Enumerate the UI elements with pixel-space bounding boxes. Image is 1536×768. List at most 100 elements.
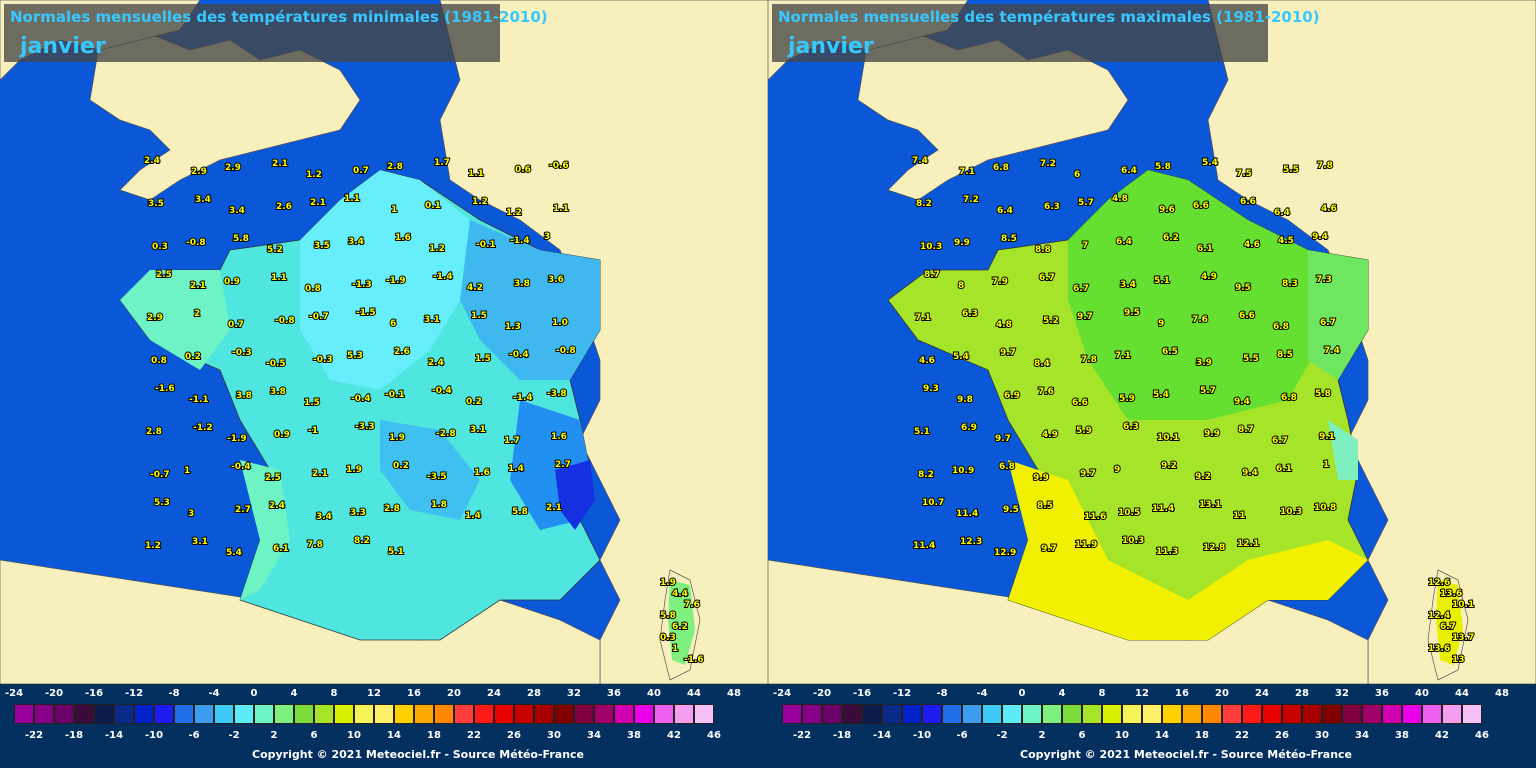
legend-tick-label: 14 — [387, 730, 401, 741]
station-value: 9.7 — [995, 434, 1011, 444]
max-temperature-map-panel: 7.4 7.1 6.8 7.2 6 6.4 5.8 5.4 7.5 5.5 7.8 8.2 7.2 6.4… — [768, 0, 1536, 768]
legend-tick-label: -16 — [852, 688, 872, 699]
legend-swatch — [1382, 704, 1402, 724]
legend-swatches — [782, 704, 1482, 726]
station-value: 8.3 — [1282, 279, 1298, 289]
station-value: 5.4 — [953, 352, 969, 362]
station-value: -1.6 — [155, 384, 175, 394]
station-value: 12.8 — [1203, 543, 1225, 553]
station-value: 1.4 — [508, 464, 524, 474]
station-value: 7.6 — [1038, 387, 1054, 397]
legend-swatch — [134, 704, 154, 724]
legend-bottom-ticks: -22 -18 -14 -10 -6 -2 2 6 10 14 18 22 26 30 34 38 42 46 — [768, 730, 1536, 744]
station-value: 12.3 — [960, 537, 982, 547]
legend-tick-label: -12 — [124, 688, 144, 699]
station-value: 5.2 — [1043, 316, 1059, 326]
station-value: 6.2 — [1163, 233, 1179, 243]
station-value: 7.1 — [1115, 351, 1131, 361]
station-value: 6 — [390, 319, 396, 329]
station-value: 5.1 — [1154, 276, 1170, 286]
station-value: 6.2 — [672, 622, 688, 632]
station-value: 12.6 — [1428, 578, 1450, 588]
station-value: 3.4 — [195, 195, 211, 205]
station-value: 1.8 — [431, 500, 447, 510]
legend-swatch — [54, 704, 74, 724]
station-value: 6.3 — [1044, 202, 1060, 212]
station-value: 1.1 — [344, 194, 360, 204]
station-value: 4.9 — [1201, 272, 1217, 282]
legend-swatch — [254, 704, 274, 724]
station-value: 0.3 — [660, 633, 676, 643]
station-value: 0.3 — [152, 242, 168, 252]
station-value: 7.4 — [912, 156, 928, 166]
station-value: 7.1 — [959, 167, 975, 177]
legend-tick-label: 16 — [1175, 688, 1189, 699]
legend-tick-label: 26 — [507, 730, 521, 741]
station-value: 5.9 — [1076, 426, 1092, 436]
legend-swatch — [1082, 704, 1102, 724]
station-value: 3.4 — [229, 206, 245, 216]
legend-swatch — [674, 704, 694, 724]
legend-tick-label: 34 — [587, 730, 601, 741]
station-value: 8.2 — [918, 470, 934, 480]
legend-tick-label: 46 — [1475, 730, 1489, 741]
station-value: 9.7 — [1041, 544, 1057, 554]
station-value: 5.9 — [1119, 394, 1135, 404]
station-value: 2.8 — [387, 162, 403, 172]
station-value: 7.9 — [992, 277, 1008, 287]
station-value: 6.8 — [1281, 393, 1297, 403]
legend-tick-label: 32 — [567, 688, 581, 699]
station-value: 6.6 — [1193, 201, 1209, 211]
legend-tick-label: -16 — [84, 688, 104, 699]
legend-tick-label: 38 — [627, 730, 641, 741]
station-value: 5.2 — [267, 245, 283, 255]
station-value: -1.9 — [386, 276, 406, 286]
legend-swatch — [1122, 704, 1142, 724]
station-value: 6.8 — [993, 163, 1009, 173]
legend-swatch — [294, 704, 314, 724]
legend-swatch — [614, 704, 634, 724]
legend-tick-label: 8 — [1098, 688, 1106, 699]
legend-swatch — [594, 704, 614, 724]
legend-swatch — [1042, 704, 1062, 724]
station-value: 1.1 — [271, 273, 287, 283]
legend-tick-label: 8 — [330, 688, 338, 699]
station-value: 5.8 — [660, 611, 676, 621]
france-temperature-field — [119, 169, 695, 665]
legend-swatch — [514, 704, 534, 724]
station-value: 6.8 — [1273, 322, 1289, 332]
station-value: -2.8 — [436, 429, 456, 439]
legend-swatch — [1002, 704, 1022, 724]
station-value: 2.1 — [312, 469, 328, 479]
legend-tick-label: -22 — [24, 730, 44, 741]
station-value: 6.7 — [1272, 436, 1288, 446]
legend-tick-label: 32 — [1335, 688, 1349, 699]
legend-tick-label: 0 — [250, 688, 258, 699]
station-value: 2.6 — [394, 347, 410, 357]
station-value: 1.6 — [474, 468, 490, 478]
station-value: 3 — [188, 509, 194, 519]
legend-tick-label: 48 — [727, 688, 741, 699]
station-value: 4.8 — [1112, 194, 1128, 204]
legend-tick-label: -4 — [976, 688, 988, 699]
station-value: 6.9 — [961, 423, 977, 433]
station-value: 4.6 — [919, 356, 935, 366]
title-box: Normales mensuelles des températures min… — [4, 4, 548, 62]
legend-swatch — [434, 704, 454, 724]
legend-swatches — [14, 704, 714, 726]
station-value: 9.2 — [1195, 472, 1211, 482]
legend-tick-label: -4 — [208, 688, 220, 699]
min-temperature-map[interactable]: 2.4 2.9 2.9 2.1 1.2 0.7 2.8 1.7 1.1 0.6 -0.6 3.5 3.4… — [0, 0, 768, 768]
station-value: -1.3 — [352, 280, 372, 290]
station-value: 10.1 — [1452, 600, 1474, 610]
station-value: 1.9 — [346, 465, 362, 475]
station-value: 1 — [672, 644, 678, 654]
legend-swatch — [154, 704, 174, 724]
legend-tick-label: -8 — [168, 688, 180, 699]
legend-swatch — [1262, 704, 1282, 724]
max-temperature-map[interactable]: 7.4 7.1 6.8 7.2 6 6.4 5.8 5.4 7.5 5.5 7.8 8.2 7.2 6.4… — [768, 0, 1536, 768]
legend-swatch — [354, 704, 374, 724]
station-value: 1.7 — [434, 158, 450, 168]
legend-tick-label: 24 — [1255, 688, 1269, 699]
